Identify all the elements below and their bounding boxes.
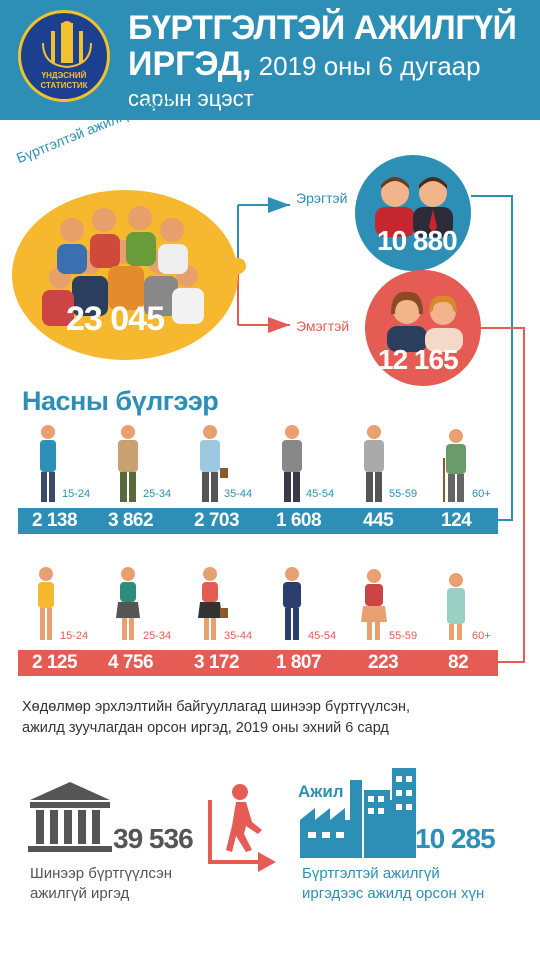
- employment-note: Хөдөлмөр эрхлэлтийн байгууллагад шинээр …: [22, 699, 411, 736]
- female-circle: [365, 270, 481, 386]
- female-age-label-4: 45-54: [308, 630, 337, 642]
- employed-value: 10 285: [415, 823, 496, 854]
- female-figure-35-44-icon: [198, 567, 228, 640]
- logo-text: ҮНДЭСНИЙ СТАТИСТИК: [40, 71, 88, 90]
- factory-buildings-icon: [300, 768, 416, 858]
- female-values-bar: 2 125 4 756 3 172 1 807 223 82: [18, 650, 498, 676]
- male-value-4: 1 608: [276, 510, 322, 531]
- male-circle: [355, 155, 471, 271]
- two-women-icon: [387, 291, 463, 352]
- national-statistics-logo: ҮНДЭСНИЙ СТАТИСТИК: [18, 10, 110, 102]
- page-subtitle-line3: сарын эцэст: [128, 86, 254, 111]
- employed-caption: Бүртгэлтэй ажилгүй иргэдээс ажилд орсон …: [302, 865, 485, 902]
- male-age-label-5: 55-59: [389, 488, 418, 500]
- male-age-label-3: 35-44: [224, 488, 253, 500]
- male-figure-15-24-icon: [40, 425, 56, 502]
- female-figure-60-plus-icon: [447, 573, 465, 640]
- total-circle: [12, 190, 238, 360]
- female-value-4: 1 807: [276, 652, 322, 673]
- crowd-illustration-icon: [42, 206, 204, 326]
- male-value: 10 880: [377, 225, 458, 256]
- female-age-label-5: 55-59: [389, 630, 418, 642]
- male-age-label-2: 25-34: [143, 488, 172, 500]
- two-men-icon: [375, 177, 453, 237]
- male-figure-35-44-icon: [200, 425, 228, 502]
- female-age-label-6: 60+: [472, 630, 491, 642]
- work-label: Ажил: [298, 782, 344, 801]
- male-figure-25-34-icon: [118, 425, 138, 502]
- female-figure-15-24-icon: [38, 567, 54, 640]
- female-value-5: 223: [368, 652, 399, 673]
- male-value-6: 124: [441, 510, 472, 531]
- female-value-6: 82: [448, 652, 469, 673]
- male-value-1: 2 138: [32, 510, 78, 531]
- female-value-2: 4 756: [108, 652, 154, 673]
- female-figure-45-54-icon: [283, 567, 301, 640]
- female-age-label-1: 15-24: [60, 630, 89, 642]
- female-value-1: 2 125: [32, 652, 78, 673]
- male-figure-55-59-icon: [364, 425, 384, 502]
- male-value-3: 2 703: [194, 510, 240, 531]
- total-value: 23 045: [66, 300, 165, 338]
- page-subtitle: ИРГЭД, 2019 оны 6 дугаар: [128, 45, 481, 83]
- government-building-icon: [28, 782, 112, 852]
- male-figure-60-plus-icon: [443, 429, 466, 502]
- age-section-title: Насны бүлгээр: [22, 386, 219, 416]
- male-value-2: 3 862: [108, 510, 154, 531]
- male-age-label-6: 60+: [472, 488, 491, 500]
- registered-caption: Шинээр бүртгүүлсэн ажилгүй иргэд: [30, 865, 173, 902]
- registered-value: 39 536: [113, 823, 194, 854]
- soyombo-emblem-icon: [42, 21, 92, 69]
- male-label: Эрэгтэй: [296, 190, 348, 206]
- female-age-label-3: 35-44: [224, 630, 253, 642]
- male-values-bar: 2 138 3 862 2 703 1 608 445 124: [18, 508, 498, 534]
- female-value-3: 3 172: [194, 652, 240, 673]
- walking-person-icon: [226, 784, 262, 852]
- male-figure-45-54-icon: [282, 425, 302, 502]
- header-banner: ҮНДЭСНИЙ СТАТИСТИК БҮРТГЭЛТЭЙ АЖИЛГҮЙ ИР…: [0, 0, 540, 120]
- male-age-label-4: 45-54: [306, 488, 335, 500]
- female-age-label-2: 25-34: [143, 630, 172, 642]
- female-figure-55-59-icon: [361, 569, 387, 640]
- flow-arrow-icon: [208, 800, 276, 872]
- male-age-label-1: 15-24: [62, 488, 91, 500]
- female-figure-25-34-icon: [116, 567, 140, 640]
- female-label: Эмэгтэй: [296, 318, 350, 334]
- male-value-5: 445: [363, 510, 394, 531]
- female-value: 12 165: [378, 344, 459, 375]
- page-title: БҮРТГЭЛТЭЙ АЖИЛГҮЙ: [128, 9, 517, 47]
